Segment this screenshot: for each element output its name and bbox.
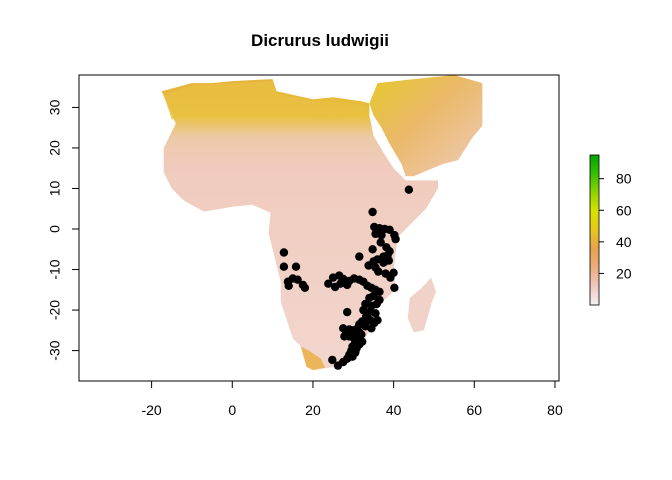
- madagascar-raster: [407, 277, 436, 333]
- occurrence-point: [288, 274, 297, 283]
- occurrence-point: [368, 207, 377, 217]
- occurrence-point: [291, 262, 301, 271]
- occurrence-point: [279, 248, 289, 257]
- x-axis: -20 0 20 40 60 80: [141, 380, 563, 418]
- legend-tick-label: 20: [616, 265, 632, 281]
- y-tick-label: -30: [47, 340, 63, 360]
- occurrence-point: [300, 283, 310, 292]
- chart-title: Dicrurus ludwigii: [251, 31, 389, 50]
- occurrence-point: [365, 293, 374, 303]
- occurrence-point: [386, 273, 395, 282]
- sahara-highlight: [163, 81, 366, 120]
- occurrence-point: [404, 185, 414, 194]
- occurrence-point: [328, 355, 337, 365]
- y-tick-label: 30: [47, 99, 63, 115]
- x-tick-label: 80: [547, 402, 563, 418]
- occurrence-point: [391, 234, 400, 244]
- raster-layer: [161, 75, 483, 371]
- occurrence-point: [284, 281, 293, 290]
- y-tick-label: 0: [47, 225, 63, 233]
- x-tick-label: 0: [228, 402, 236, 418]
- occurrence-point: [279, 262, 289, 271]
- legend-tick-label: 60: [616, 202, 632, 218]
- y-tick-label: -10: [47, 259, 63, 279]
- legend-tick-label: 80: [616, 171, 632, 187]
- x-tick-label: 20: [305, 402, 321, 418]
- legend-color-bar: [589, 154, 600, 306]
- y-tick-label: 10: [47, 180, 63, 196]
- south-highlight: [300, 346, 326, 371]
- y-axis: -30 -20 -10 0 10 20 30: [47, 99, 80, 361]
- occurrence-point: [375, 287, 384, 296]
- x-tick-label: 40: [386, 402, 402, 418]
- occurrence-point: [343, 307, 352, 317]
- arabia-raster: [369, 75, 483, 177]
- occurrence-point: [324, 279, 333, 288]
- occurrence-point: [336, 279, 345, 288]
- occurrence-point: [373, 316, 382, 325]
- occurrence-point: [374, 267, 383, 276]
- legend-tick-label: 40: [616, 234, 632, 250]
- y-tick-label: -20: [47, 300, 63, 320]
- occurrence-point: [371, 309, 380, 318]
- y-tick-label: 20: [47, 140, 63, 156]
- occurrence-point: [364, 261, 373, 270]
- x-tick-label: -20: [141, 402, 161, 418]
- occurrence-point: [367, 324, 376, 333]
- occurrence-point: [379, 258, 388, 267]
- occurrence-point: [355, 252, 364, 261]
- occurrence-points: [279, 185, 414, 370]
- occurrence-point: [368, 245, 377, 254]
- occurrence-point: [376, 238, 385, 247]
- x-tick-label: 60: [467, 402, 483, 418]
- color-legend: 20 40 60 80: [589, 154, 632, 306]
- occurrence-point: [333, 361, 343, 370]
- occurrence-point: [377, 230, 386, 240]
- occurrence-point: [390, 283, 399, 292]
